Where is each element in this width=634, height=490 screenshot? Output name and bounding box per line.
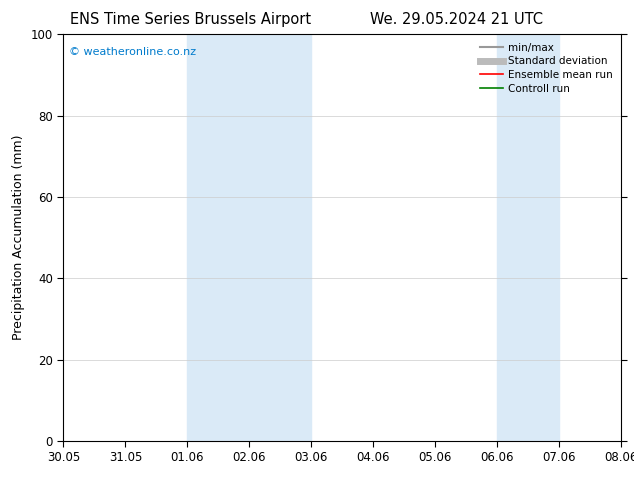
Bar [188,34,311,441]
Bar [497,34,559,441]
Text: We. 29.05.2024 21 UTC: We. 29.05.2024 21 UTC [370,12,543,27]
Legend: min/max, Standard deviation, Ensemble mean run, Controll run: min/max, Standard deviation, Ensemble me… [477,40,616,97]
Text: ENS Time Series Brussels Airport: ENS Time Series Brussels Airport [70,12,311,27]
Text: © weatheronline.co.nz: © weatheronline.co.nz [69,47,196,56]
Y-axis label: Precipitation Accumulation (mm): Precipitation Accumulation (mm) [12,135,25,341]
